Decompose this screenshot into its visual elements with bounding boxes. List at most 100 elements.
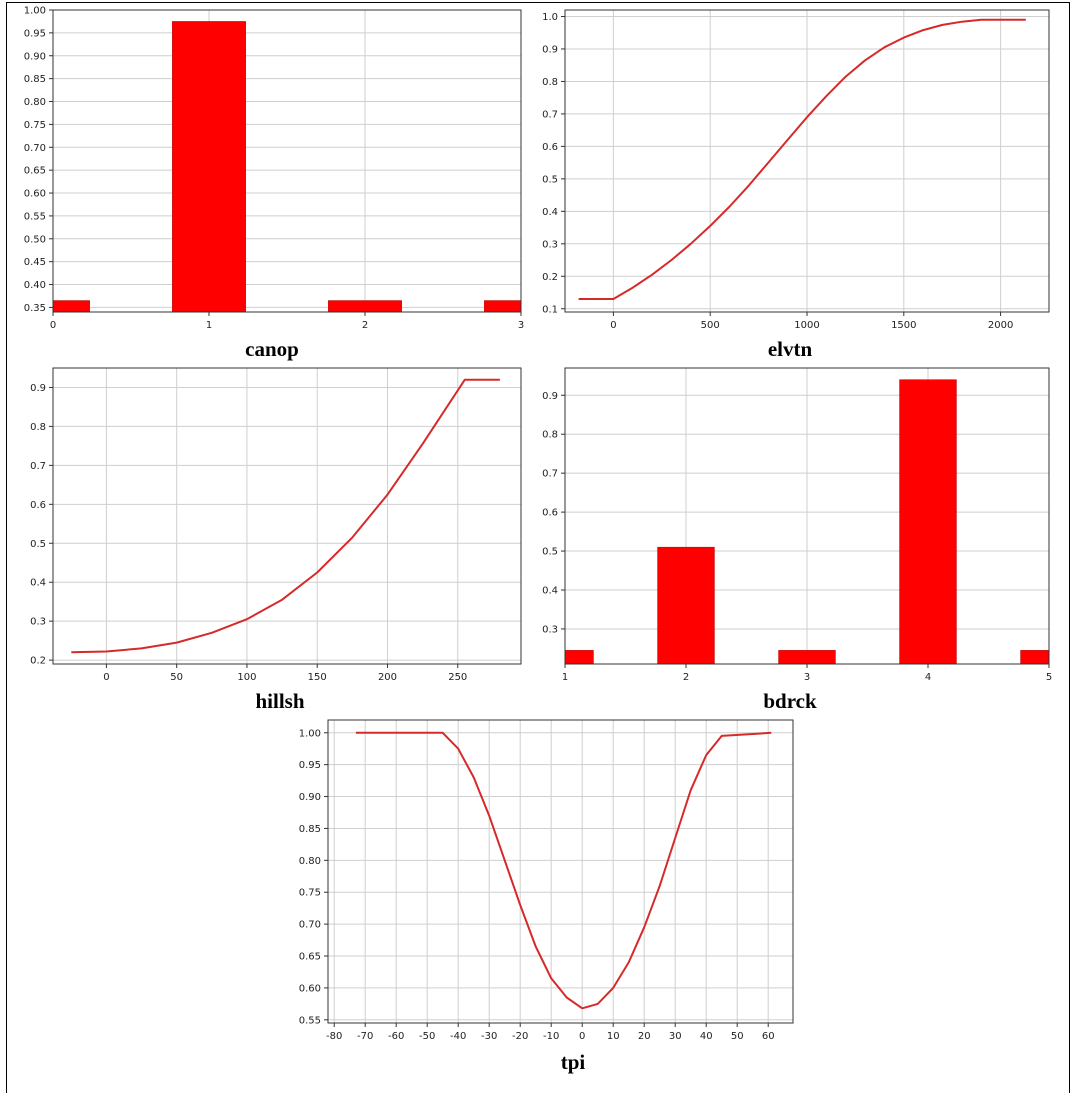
chart-bdrck: 0.3 0.4 0.5 0.6 0.7 0.8 0.9 1 2 3 4 5 [542,367,1052,683]
y-tick-label: 0.80 [24,97,46,108]
bar-3 [484,300,522,313]
x-tick-label: -80 [326,1031,342,1042]
x-tick-label: 0 [610,320,616,331]
y-tick-label: 0.65 [24,166,46,177]
y-tick-label: 0.4 [542,586,558,597]
xlabel-canop: canop [245,337,299,361]
y-tick-label: 0.4 [542,207,558,218]
y-tick-label: 0.40 [24,280,46,291]
x-tick-label: 250 [448,672,467,683]
y-tick-label: 0.60 [24,189,46,200]
xlabel-hillsh: hillsh [255,689,305,713]
x-tick-label: -10 [543,1031,559,1042]
x-tick-label: 1 [206,320,212,331]
plot-border [564,367,1050,665]
x-tick-label: -60 [388,1031,404,1042]
x-tick-label: 100 [237,672,256,683]
bar-0 [52,300,90,313]
plot-border [564,9,1050,313]
x-tick-label: -20 [512,1031,528,1042]
bar-2 [657,546,715,665]
x-tick-label: 200 [378,672,397,683]
y-tick-label: 0.6 [30,500,46,511]
x-tick-label: 1500 [891,320,916,331]
y-tick-label: 0.35 [24,303,46,314]
y-tick-label: 0.9 [542,44,558,55]
x-tick-label: 1000 [794,320,819,331]
y-tick-label: 0.85 [299,824,321,835]
y-tick-label: 0.5 [30,539,46,550]
x-tick-label: -70 [357,1031,373,1042]
y-tick-label: 0.6 [542,508,558,519]
bar-5 [1020,650,1050,665]
y-tick-label: 0.8 [542,430,558,441]
y-tick-label: 0.9 [30,383,46,394]
y-tick-label: 0.3 [542,239,558,250]
xlabel-elvtn: elvtn [767,337,813,361]
x-tick-label: 1 [562,672,568,683]
y-tick-label: 0.7 [542,109,558,120]
chart-hillsh: 0.2 0.3 0.4 0.5 0.6 0.7 0.8 0.9 0 50 100 150 200 250 [30,367,522,683]
y-tick-label: 0.5 [542,547,558,558]
y-tick-label: 0.60 [299,983,321,994]
y-tick-label: 0.7 [542,469,558,480]
series-line [71,378,500,654]
x-tick-label: 50 [731,1031,744,1042]
y-tick-label: 0.55 [299,1015,321,1026]
bar-3 [778,650,836,665]
bar-1 [564,650,594,665]
y-tick-label: 0.3 [30,617,46,628]
x-tick-label: 20 [638,1031,651,1042]
bar-2 [328,300,402,313]
x-tick-label: 60 [762,1031,775,1042]
x-tick-label: 10 [607,1031,620,1042]
xlabel-tpi: tpi [560,1050,586,1074]
y-tick-label: 0.8 [542,77,558,88]
x-tick-label: 5 [1046,672,1052,683]
y-tick-label: 0.1 [542,304,558,315]
y-tick-label: 0.7 [30,461,46,472]
x-tick-label: 0 [103,672,109,683]
y-tick-label: 0.85 [24,74,46,85]
y-tick-label: 1.00 [299,728,321,739]
y-tick-label: 0.75 [299,888,321,899]
y-tick-label: 0.45 [24,257,46,268]
y-tick-label: 0.4 [30,578,46,589]
y-tick-label: 0.90 [24,51,46,62]
x-tick-label: -30 [481,1031,497,1042]
y-tick-label: 1.00 [24,6,46,17]
x-tick-label: 2 [362,320,368,331]
x-tick-label: 2 [683,672,689,683]
x-tick-label: -50 [419,1031,435,1042]
xlabel-bdrck: bdrck [763,689,817,713]
y-tick-label: 0.75 [24,120,46,131]
y-tick-label: 0.3 [542,624,558,635]
x-tick-label: 4 [925,672,931,683]
series-line [578,18,1026,300]
y-tick-label: 0.8 [30,422,46,433]
y-tick-label: 0.2 [30,656,46,667]
y-tick-label: 0.55 [24,211,46,222]
plot-area [327,719,794,1024]
bar-1 [172,21,246,313]
y-tick-label: 0.95 [299,760,321,771]
chart-tpi: 0.55 0.60 0.65 0.70 0.75 0.80 0.85 0.90 0.95 1.00… [299,719,794,1042]
y-tick-label: 0.95 [24,28,46,39]
y-tick-label: 0.90 [299,792,321,803]
chart-canop: 0.35 0.40 0.45 0.50 0.55 0.60 0.65 0.70 0.75 0.80… [24,6,524,332]
y-tick-label: 0.70 [24,143,46,154]
y-tick-label: 0.50 [24,234,46,245]
plot-border [327,719,794,1024]
x-tick-label: 3 [518,320,524,331]
x-tick-label: 0 [50,320,56,331]
plot-border [52,9,522,313]
x-tick-label: 150 [308,672,327,683]
y-tick-label: 1.0 [542,12,558,23]
y-tick-label: 0.9 [542,391,558,402]
x-tick-label: 0 [579,1031,585,1042]
series-line [355,731,772,1010]
x-tick-label: -40 [450,1031,466,1042]
y-tick-label: 0.70 [299,920,321,931]
y-tick-label: 0.5 [542,174,558,185]
